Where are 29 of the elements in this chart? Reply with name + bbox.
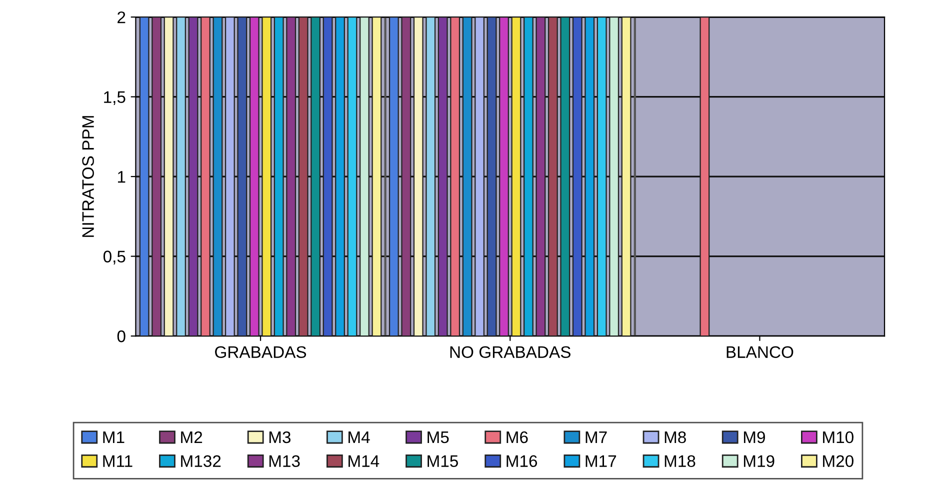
legend-label: M1 <box>103 432 124 444</box>
legend-label: M11 <box>103 455 132 467</box>
legend-label: M2 <box>181 431 202 444</box>
legend-label: M17 <box>586 455 616 467</box>
y-tick-label: 0 <box>117 330 126 342</box>
legend-label: M132 <box>181 455 221 468</box>
legend-label: M3 <box>269 431 291 444</box>
x-tick-label: GRABADAS <box>215 346 306 358</box>
legend-label: M4 <box>348 432 370 444</box>
legend-label: M19 <box>744 455 774 468</box>
x-tick-label: BLANCO <box>726 346 794 358</box>
y-axis-title: NITRATOS PPM <box>82 116 94 237</box>
y-tick-label: 1 <box>118 171 126 183</box>
legend-label: M5 <box>428 432 449 444</box>
legend-label: M14 <box>348 455 380 467</box>
legend-label: M8 <box>664 431 686 444</box>
legend-label: M7 <box>586 432 607 444</box>
legend-label: M10 <box>823 431 854 444</box>
x-tick-label: NO GRABADAS <box>450 346 570 358</box>
legend-label: M13 <box>269 455 300 468</box>
legend-label: M20 <box>823 455 854 468</box>
legend-label: M9 <box>744 431 765 444</box>
y-tick-label: 1,5 <box>104 91 126 105</box>
y-tick-label: 2 <box>118 11 126 24</box>
legend-label: M15 <box>428 455 458 468</box>
legend-label: M6 <box>506 431 528 444</box>
legend-label: M16 <box>506 455 538 468</box>
y-tick-label: 0,5 <box>103 250 126 264</box>
legend-label: M18 <box>664 455 696 468</box>
